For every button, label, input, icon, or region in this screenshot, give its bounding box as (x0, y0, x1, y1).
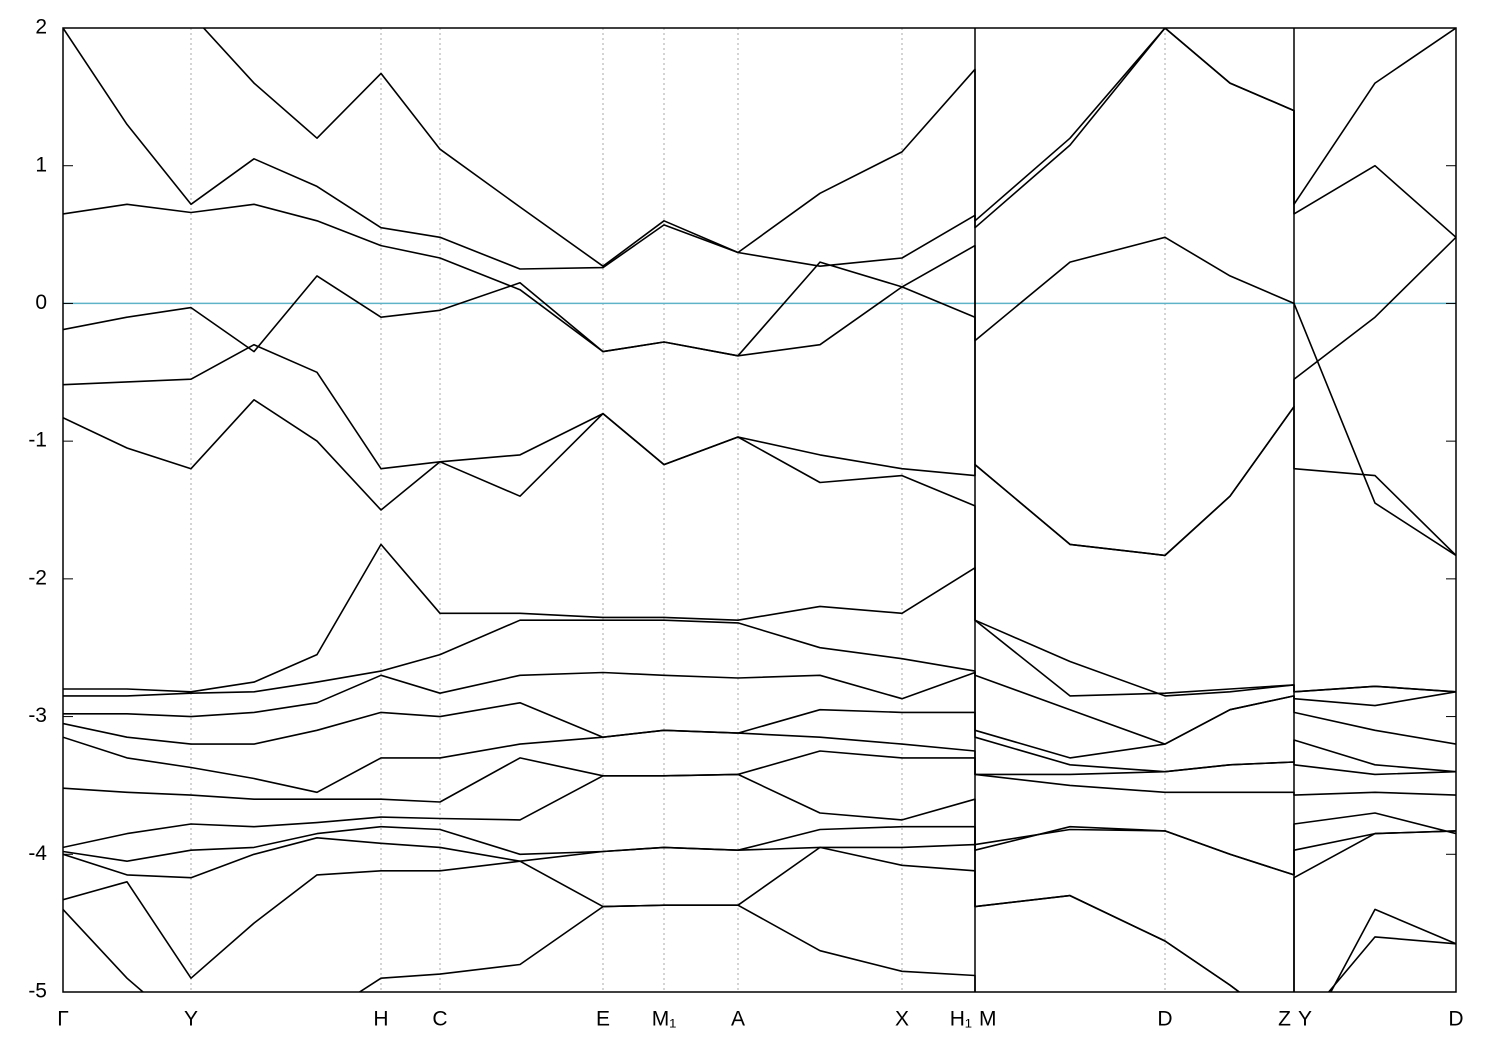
y-tick-label: -2 (28, 566, 47, 589)
x-tick-label: M (979, 1008, 997, 1031)
band (63, 619, 1456, 745)
band (63, 846, 1456, 992)
x-tick-label: H (373, 1008, 388, 1031)
band (63, 28, 1456, 270)
x-tick-label: Γ (57, 1008, 69, 1031)
y-tick-label: 2 (35, 16, 47, 39)
band (63, 543, 1456, 697)
band (63, 729, 1456, 794)
x-tick-label: A (731, 1008, 745, 1031)
band (63, 399, 1456, 697)
band (63, 236, 1456, 557)
y-tick-label: -4 (28, 842, 47, 865)
y-tick-label: 1 (35, 153, 47, 176)
y-tick-label: 0 (35, 291, 47, 314)
band (63, 825, 1456, 876)
x-tick-label: E (596, 1008, 610, 1031)
x-tick-label: H₁ (950, 1008, 972, 1031)
y-tick-label: -3 (28, 704, 47, 727)
y-tick-label: -1 (28, 429, 47, 452)
x-tick-label: C (432, 1008, 447, 1031)
bands (63, 28, 1456, 992)
x-tick-label: Y (1298, 1008, 1312, 1031)
x-tick-label: M₁ (652, 1008, 677, 1031)
x-tick-label: X (895, 1008, 909, 1031)
y-tick-label: -5 (28, 980, 47, 1003)
x-tick-label: D (1157, 1008, 1172, 1031)
band (63, 702, 1456, 773)
band (63, 343, 1456, 557)
grid (63, 28, 1456, 992)
plot-frame (62, 27, 1457, 993)
band (63, 830, 1456, 992)
band (202, 28, 1456, 267)
band (63, 904, 1456, 992)
x-tick-label: Y (184, 1008, 198, 1031)
x-tick-label: Z (1278, 1008, 1291, 1031)
band (63, 750, 1456, 803)
x-tick-label: D (1448, 1008, 1463, 1031)
band (63, 203, 1456, 557)
band (63, 671, 1456, 759)
